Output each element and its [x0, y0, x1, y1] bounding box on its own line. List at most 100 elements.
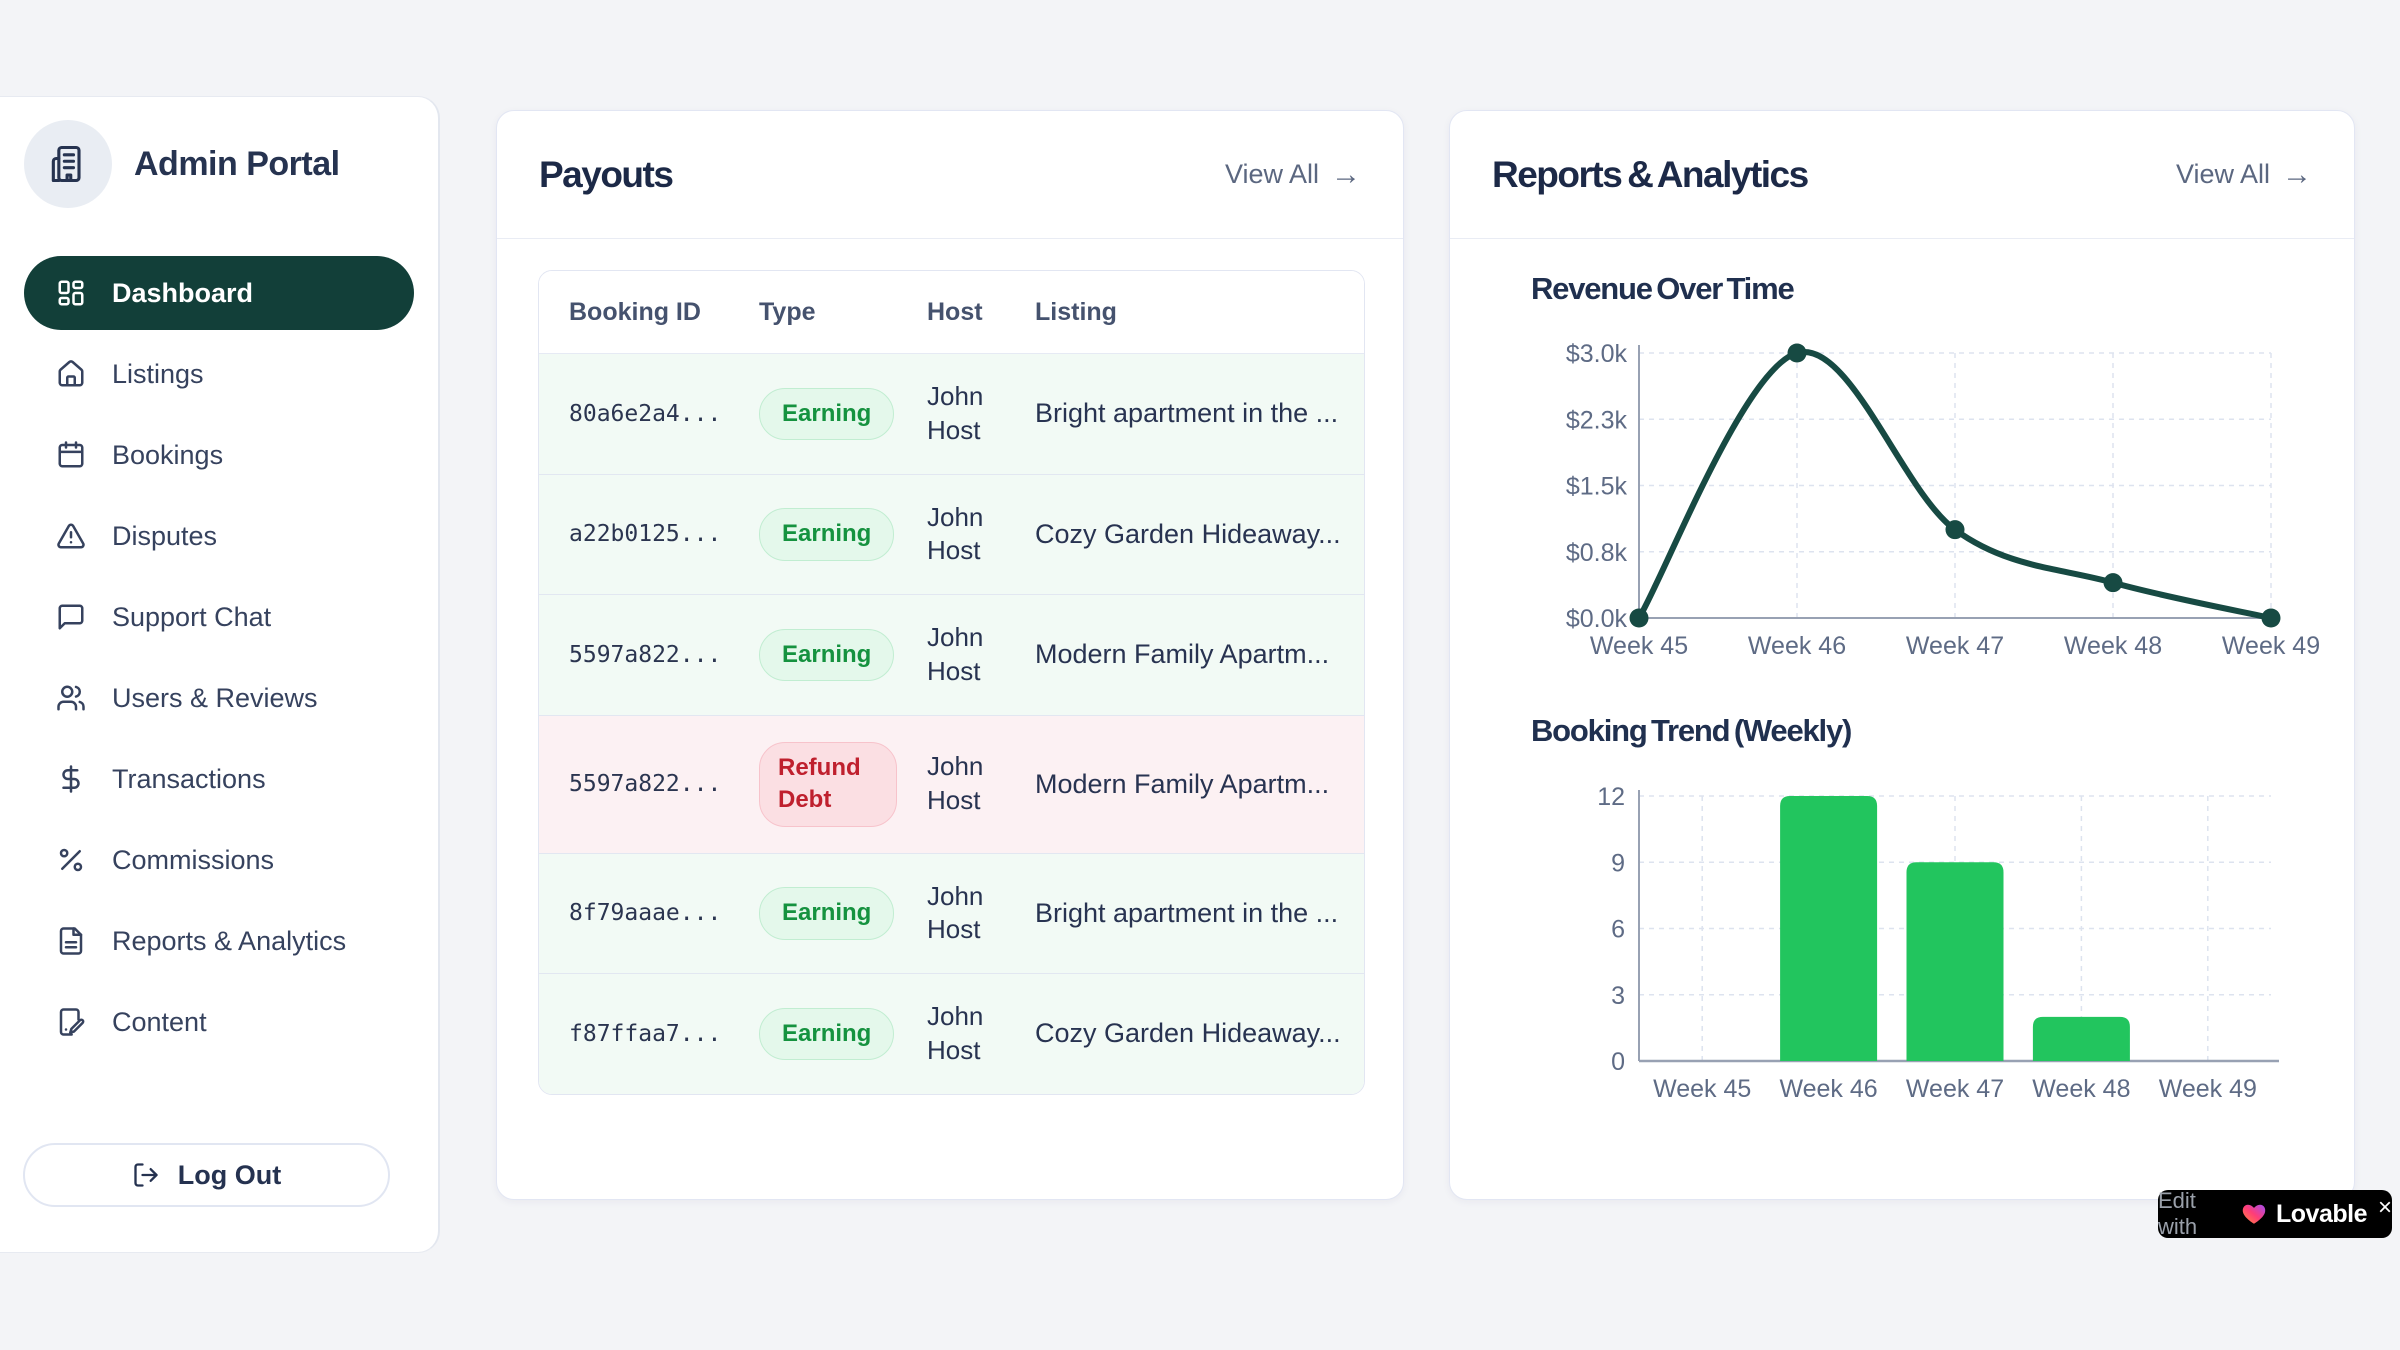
sidebar-item-label: Dashboard	[112, 277, 254, 308]
listing-title: Bright apartment in the ...	[1035, 398, 1339, 429]
sidebar-item-label: Reports & Analytics	[112, 925, 347, 956]
listing-title: Modern Family Apartm...	[1035, 768, 1330, 799]
table-row[interactable]: 5597a822... Earning John Host Modern Fam…	[539, 594, 1364, 715]
host-name: John Host	[927, 1001, 984, 1065]
col-booking-id: Booking ID	[569, 297, 701, 326]
col-listing: Listing	[1035, 297, 1117, 326]
file-pen-icon	[56, 1007, 86, 1037]
svg-text:$1.5k: $1.5k	[1566, 473, 1628, 501]
booking-chart-title: Booking Trend (Weekly)	[1531, 713, 1852, 748]
percent-icon	[56, 845, 86, 875]
payouts-card: Payouts View All → Booking ID Type Host …	[496, 110, 1404, 1200]
payouts-view-all-link[interactable]: View All →	[1224, 157, 1361, 191]
dollar-sign-icon	[56, 764, 86, 794]
svg-text:6: 6	[1611, 916, 1625, 944]
svg-text:Week 49: Week 49	[2159, 1075, 2257, 1101]
table-row[interactable]: 5597a822... Refund Debt John Host Modern…	[539, 714, 1364, 853]
col-host: Host	[927, 297, 983, 326]
sidebar-item[interactable]: Dashboard	[24, 256, 414, 330]
alert-triangle-icon	[56, 521, 86, 551]
dashboard-icon	[56, 278, 86, 308]
sidebar-item[interactable]: Bookings	[24, 418, 414, 492]
payouts-table: Booking ID Type Host Listing 80a6e2a4...…	[538, 270, 1365, 1095]
payouts-title: Payouts	[539, 153, 674, 195]
sidebar-item[interactable]: Disputes	[24, 499, 414, 573]
booking-id: f87ffaa7...	[569, 1020, 722, 1047]
edit-with-label: Edit with	[2158, 1188, 2198, 1239]
svg-text:Week 46: Week 46	[1748, 632, 1846, 660]
svg-text:Week 48: Week 48	[2032, 1075, 2130, 1101]
sidebar-item-label: Transactions	[112, 763, 266, 794]
lovable-label: Lovable	[2276, 1199, 2367, 1228]
svg-text:Week 45: Week 45	[1590, 632, 1688, 660]
close-icon[interactable]: ×	[2377, 1194, 2392, 1221]
logout-label: Log Out	[177, 1159, 282, 1190]
sidebar-nav: Dashboard Listings Bookings Disputes Sup…	[24, 256, 414, 1059]
booking-id: 8f79aaae...	[569, 900, 722, 927]
sidebar-item-label: Users & Reviews	[112, 682, 318, 713]
sidebar-item[interactable]: Users & Reviews	[24, 661, 414, 735]
svg-text:Week 47: Week 47	[1906, 1075, 2004, 1101]
svg-text:$3.0k: $3.0k	[1566, 340, 1628, 368]
file-text-icon	[56, 926, 86, 956]
listing-title: Modern Family Apartm...	[1035, 639, 1330, 670]
sidebar-item[interactable]: Listings	[24, 337, 414, 411]
type-badge: Refund Debt	[759, 741, 897, 827]
svg-text:12: 12	[1597, 783, 1625, 811]
svg-text:Week 48: Week 48	[2064, 632, 2162, 660]
edit-with-lovable-badge[interactable]: Edit with Lovable ×	[2158, 1188, 2392, 1239]
svg-text:Week 46: Week 46	[1779, 1075, 1877, 1101]
table-row[interactable]: f87ffaa7... Earning John Host Cozy Garde…	[539, 973, 1364, 1094]
svg-text:$0.0k: $0.0k	[1566, 605, 1628, 633]
type-badge: Earning	[759, 1007, 895, 1061]
logout-icon	[132, 1161, 160, 1189]
reports-title: Reports & Analytics	[1492, 153, 1809, 195]
brand: Admin Portal	[24, 119, 414, 209]
booking-bar-chart: 0 3 6 9 12 Week 45 Week 46 Week 47 Week 48 Week 4…	[1597, 783, 2279, 1101]
col-type: Type	[759, 297, 816, 326]
table-row[interactable]: 80a6e2a4... Earning John Host Bright apa…	[539, 354, 1364, 474]
arrow-right-icon: →	[1331, 157, 1361, 191]
svg-text:3: 3	[1611, 982, 1625, 1010]
app-title: Admin Portal	[134, 144, 340, 183]
svg-text:Week 47: Week 47	[1906, 632, 2004, 660]
svg-text:Week 45: Week 45	[1653, 1075, 1751, 1101]
host-name: John Host	[927, 501, 984, 566]
calendar-icon	[56, 440, 86, 470]
revenue-chart-title: Revenue Over Time	[1531, 271, 1795, 306]
booking-id: 5597a822...	[569, 641, 722, 668]
type-badge: Earning	[759, 387, 895, 440]
sidebar-item[interactable]: Support Chat	[24, 580, 414, 654]
building-icon	[24, 120, 112, 208]
users-icon	[56, 683, 86, 713]
svg-text:Week 49: Week 49	[2222, 632, 2320, 660]
table-body: 80a6e2a4... Earning John Host Bright apa…	[539, 354, 1364, 1094]
booking-id: 80a6e2a4...	[569, 400, 722, 427]
host-name: John Host	[927, 381, 984, 445]
table-row[interactable]: 8f79aaae... Earning John Host Bright apa…	[539, 852, 1364, 974]
type-badge: Earning	[759, 508, 895, 561]
reports-card: Reports & Analytics View All → Revenue O…	[1449, 110, 2355, 1200]
svg-text:9: 9	[1611, 849, 1625, 877]
type-badge: Earning	[759, 628, 895, 682]
listing-title: Cozy Garden Hideaway...	[1035, 1018, 1341, 1049]
sidebar-item[interactable]: Transactions	[24, 742, 414, 816]
sidebar-item-label: Support Chat	[112, 601, 272, 632]
sidebar-item-label: Bookings	[112, 439, 224, 470]
sidebar-item[interactable]: Reports & Analytics	[24, 904, 414, 978]
svg-text:0: 0	[1611, 1048, 1625, 1076]
booking-id: 5597a822...	[569, 771, 722, 798]
booking-id: a22b0125...	[569, 521, 722, 548]
logout-button[interactable]: Log Out	[23, 1143, 390, 1207]
reports-view-all-link[interactable]: View All →	[2175, 157, 2312, 191]
sidebar-item-label: Commissions	[112, 844, 275, 875]
sidebar-item-label: Content	[112, 1006, 207, 1037]
lovable-heart-icon	[2241, 1201, 2267, 1227]
listing-title: Cozy Garden Hideaway...	[1035, 518, 1341, 549]
table-row[interactable]: a22b0125... Earning John Host Cozy Garde…	[539, 473, 1364, 595]
host-name: John Host	[927, 880, 984, 945]
listing-title: Bright apartment in the ...	[1035, 897, 1339, 928]
sidebar-item[interactable]: Commissions	[24, 823, 414, 897]
type-badge: Earning	[759, 887, 895, 940]
sidebar-item[interactable]: Content	[24, 985, 414, 1059]
